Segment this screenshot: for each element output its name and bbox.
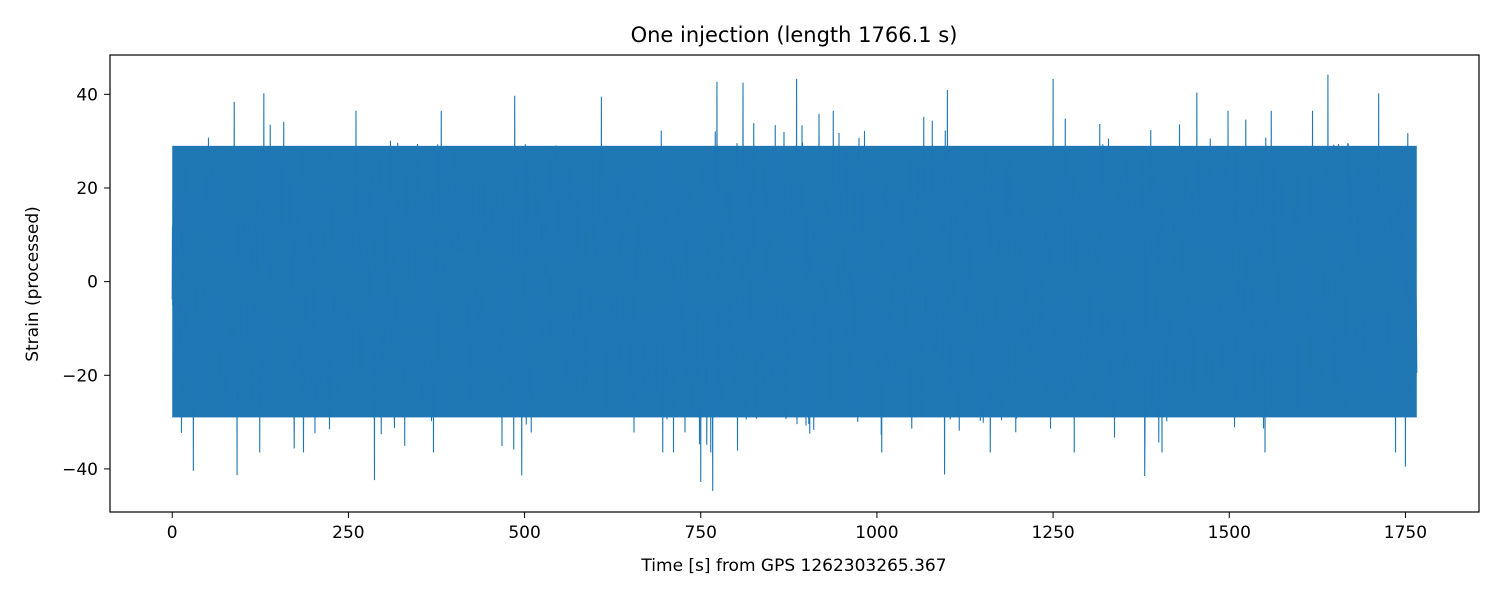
- x-tick-label: 750: [685, 523, 717, 543]
- y-tick-label: −40: [62, 460, 98, 480]
- x-tick-label: 1500: [1208, 523, 1251, 543]
- y-axis-ticks: −40 −20 0 20 40: [62, 85, 110, 480]
- x-tick-label: 250: [332, 523, 364, 543]
- y-axis-label: Strain (processed): [23, 206, 43, 362]
- x-tick-label: 500: [508, 523, 540, 543]
- y-tick-label: 40: [76, 85, 98, 105]
- y-tick-label: 0: [87, 273, 98, 293]
- strain-series-line: [171, 74, 1418, 491]
- y-tick-label: −20: [62, 366, 98, 386]
- x-tick-label: 1000: [855, 523, 898, 543]
- x-tick-label: 1750: [1384, 523, 1427, 543]
- x-tick-label: 0: [167, 523, 178, 543]
- axes-frame: [109, 54, 1480, 513]
- chart-title: One injection (length 1766.1 s): [631, 23, 958, 47]
- plot-area: [171, 74, 1418, 491]
- y-tick-label: 20: [76, 179, 98, 199]
- x-tick-label: 1250: [1031, 523, 1074, 543]
- x-axis-label: Time [s] from GPS 1262303265.367: [640, 556, 946, 576]
- x-axis-ticks: 0 250 500 750 1000 1250 1500 1750: [167, 512, 1427, 543]
